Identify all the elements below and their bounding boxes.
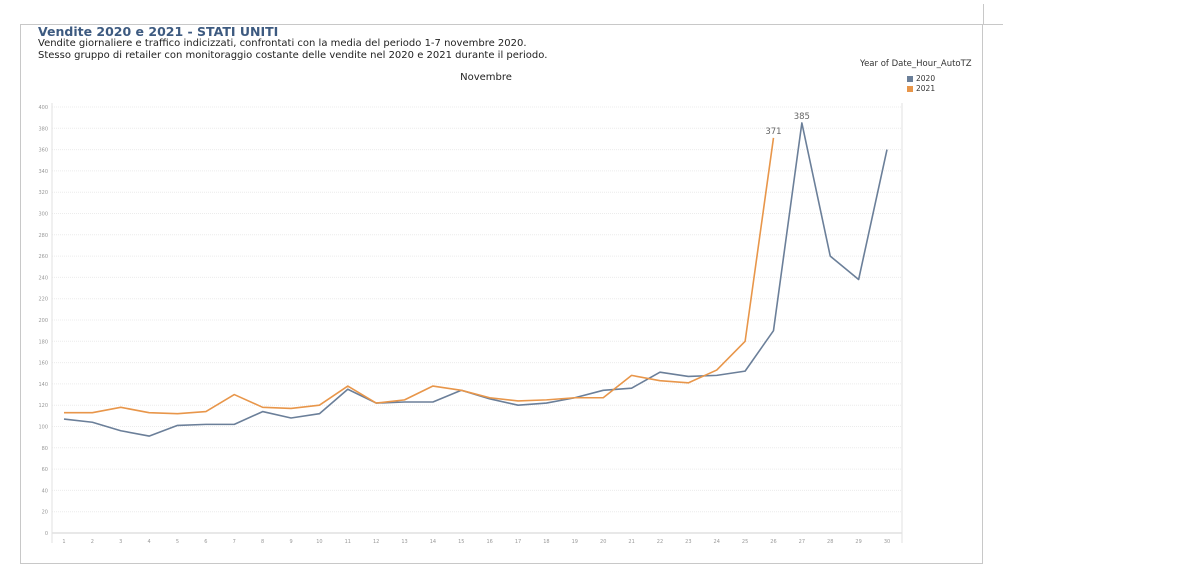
x-tick-label: 17	[515, 539, 521, 545]
page-title: Vendite 2020 e 2021 - STATI UNITI	[38, 24, 279, 39]
y-tick-label: 340	[38, 169, 48, 175]
x-tick-label: 21	[628, 539, 634, 545]
x-tick-label: 5	[176, 539, 179, 545]
y-tick-label: 200	[38, 318, 48, 324]
series-line-2020	[63, 122, 888, 437]
x-tick-label: 19	[572, 539, 578, 545]
data-label: 385	[794, 112, 810, 122]
x-tick-label: 24	[714, 539, 720, 545]
y-tick-label: 40	[42, 488, 48, 494]
x-tick-label: 18	[543, 539, 549, 545]
y-tick-label: 60	[42, 467, 48, 473]
chart-title: Novembre	[460, 72, 512, 83]
legend-swatch	[907, 86, 913, 92]
legend-item-2021[interactable]: 2021	[907, 84, 935, 93]
divider	[983, 4, 984, 24]
y-tick-label: 400	[38, 105, 48, 111]
x-tick-label: 10	[316, 539, 322, 545]
y-tick-label: 0	[45, 531, 48, 537]
x-tick-label: 26	[770, 539, 776, 545]
x-tick-label: 20	[600, 539, 606, 545]
x-tick-label: 25	[742, 539, 748, 545]
x-tick-label: 22	[657, 539, 663, 545]
y-tick-label: 360	[38, 148, 48, 154]
data-label: 371	[765, 127, 781, 137]
x-tick-label: 15	[458, 539, 464, 545]
y-tick-label: 180	[38, 339, 48, 345]
x-tick-label: 27	[799, 539, 805, 545]
x-tick-label: 2	[91, 539, 94, 545]
y-tick-label: 120	[38, 403, 48, 409]
y-tick-label: 380	[38, 126, 48, 132]
subtitle: Stesso gruppo di retailer con monitoragg…	[38, 50, 548, 61]
y-tick-label: 140	[38, 382, 48, 388]
legend-swatch	[907, 76, 913, 82]
x-tick-label: 7	[233, 539, 236, 545]
x-tick-label: 6	[204, 539, 207, 545]
x-tick-label: 9	[289, 539, 292, 545]
x-tick-label: 11	[345, 539, 351, 545]
x-tick-label: 12	[373, 539, 379, 545]
x-tick-label: 14	[430, 539, 436, 545]
x-tick-label: 30	[884, 539, 890, 545]
x-tick-label: 13	[401, 539, 407, 545]
x-tick-label: 4	[148, 539, 151, 545]
y-tick-label: 280	[38, 233, 48, 239]
y-tick-label: 220	[38, 297, 48, 303]
y-tick-label: 320	[38, 190, 48, 196]
y-tick-label: 160	[38, 361, 48, 367]
x-tick-label: 1	[62, 539, 65, 545]
y-tick-label: 20	[42, 510, 48, 516]
x-tick-label: 3	[119, 539, 122, 545]
legend-label: 2021	[916, 84, 936, 93]
x-tick-label: 8	[261, 539, 264, 545]
series-line-2021	[64, 137, 775, 415]
legend-item-2020[interactable]: 2020	[907, 74, 935, 83]
y-tick-label: 240	[38, 275, 48, 281]
legend-label: 2020	[916, 74, 936, 83]
y-tick-label: 80	[42, 446, 48, 452]
y-tick-label: 260	[38, 254, 48, 260]
y-tick-label: 300	[38, 212, 48, 218]
divider	[983, 24, 1003, 25]
y-tick-label: 100	[38, 425, 48, 431]
legend-title: Year of Date_Hour_AutoTZ	[860, 59, 972, 69]
x-tick-label: 23	[685, 539, 691, 545]
x-tick-label: 29	[855, 539, 861, 545]
chart-frame	[20, 24, 983, 564]
x-tick-label: 16	[487, 539, 493, 545]
subtitle: Vendite giornaliere e traffico indicizza…	[38, 38, 527, 49]
x-tick-label: 28	[827, 539, 833, 545]
